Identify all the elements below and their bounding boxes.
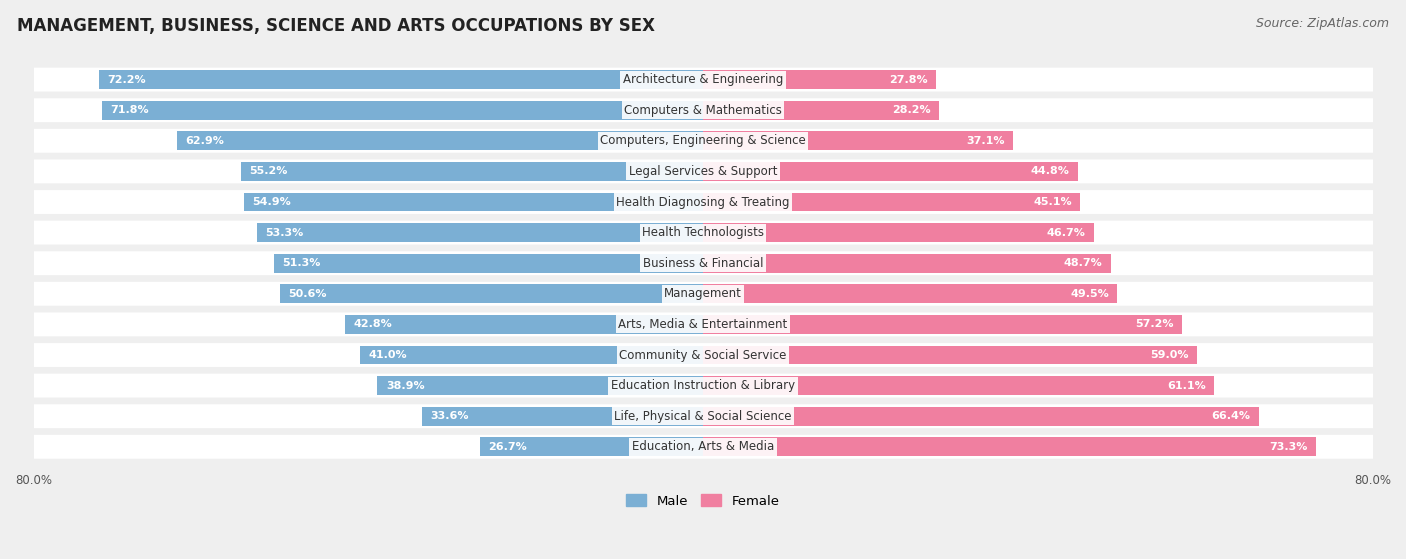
FancyBboxPatch shape bbox=[30, 98, 1376, 122]
Text: 66.4%: 66.4% bbox=[1212, 411, 1250, 421]
Bar bbox=[703, 101, 939, 120]
FancyBboxPatch shape bbox=[30, 68, 1376, 92]
FancyBboxPatch shape bbox=[30, 221, 1376, 244]
Text: 73.3%: 73.3% bbox=[1270, 442, 1308, 452]
Text: Life, Physical & Social Science: Life, Physical & Social Science bbox=[614, 410, 792, 423]
Bar bbox=[703, 345, 1197, 364]
Bar bbox=[103, 101, 703, 120]
FancyBboxPatch shape bbox=[30, 129, 1376, 153]
Bar bbox=[703, 223, 1094, 242]
Text: Health Technologists: Health Technologists bbox=[643, 226, 763, 239]
Text: Computers & Mathematics: Computers & Mathematics bbox=[624, 104, 782, 117]
Text: Computers, Engineering & Science: Computers, Engineering & Science bbox=[600, 134, 806, 148]
Text: 55.2%: 55.2% bbox=[249, 167, 288, 177]
Bar bbox=[703, 376, 1215, 395]
Text: MANAGEMENT, BUSINESS, SCIENCE AND ARTS OCCUPATIONS BY SEX: MANAGEMENT, BUSINESS, SCIENCE AND ARTS O… bbox=[17, 17, 655, 35]
Text: Legal Services & Support: Legal Services & Support bbox=[628, 165, 778, 178]
Bar bbox=[703, 254, 1111, 273]
Bar bbox=[344, 315, 703, 334]
Bar bbox=[360, 345, 703, 364]
Bar bbox=[703, 131, 1014, 150]
Text: 61.1%: 61.1% bbox=[1167, 381, 1206, 391]
Text: 33.6%: 33.6% bbox=[430, 411, 468, 421]
Text: 57.2%: 57.2% bbox=[1135, 319, 1174, 329]
Bar bbox=[274, 254, 703, 273]
Text: Arts, Media & Entertainment: Arts, Media & Entertainment bbox=[619, 318, 787, 331]
Bar bbox=[240, 162, 703, 181]
Text: 26.7%: 26.7% bbox=[488, 442, 527, 452]
Text: Architecture & Engineering: Architecture & Engineering bbox=[623, 73, 783, 86]
Bar bbox=[377, 376, 703, 395]
FancyBboxPatch shape bbox=[30, 404, 1376, 428]
Bar bbox=[703, 407, 1258, 426]
FancyBboxPatch shape bbox=[30, 435, 1376, 459]
Bar bbox=[243, 192, 703, 211]
Text: Education, Arts & Media: Education, Arts & Media bbox=[631, 440, 775, 453]
Bar bbox=[703, 70, 935, 89]
Text: 51.3%: 51.3% bbox=[283, 258, 321, 268]
Text: 44.8%: 44.8% bbox=[1031, 167, 1070, 177]
Text: 46.7%: 46.7% bbox=[1046, 228, 1085, 238]
FancyBboxPatch shape bbox=[30, 282, 1376, 306]
FancyBboxPatch shape bbox=[30, 373, 1376, 397]
Text: 59.0%: 59.0% bbox=[1150, 350, 1188, 360]
Text: 50.6%: 50.6% bbox=[288, 289, 326, 299]
Bar bbox=[177, 131, 703, 150]
Legend: Male, Female: Male, Female bbox=[621, 489, 785, 513]
Bar bbox=[479, 437, 703, 456]
Text: 62.9%: 62.9% bbox=[186, 136, 224, 146]
Text: 27.8%: 27.8% bbox=[889, 74, 928, 84]
Bar bbox=[422, 407, 703, 426]
Text: 71.8%: 71.8% bbox=[111, 105, 149, 115]
Text: 54.9%: 54.9% bbox=[252, 197, 291, 207]
FancyBboxPatch shape bbox=[30, 159, 1376, 183]
Text: Management: Management bbox=[664, 287, 742, 300]
Bar bbox=[280, 285, 703, 304]
Bar bbox=[703, 437, 1316, 456]
FancyBboxPatch shape bbox=[30, 343, 1376, 367]
Bar bbox=[257, 223, 703, 242]
Bar bbox=[703, 285, 1118, 304]
Text: 42.8%: 42.8% bbox=[353, 319, 392, 329]
Text: Community & Social Service: Community & Social Service bbox=[619, 348, 787, 362]
FancyBboxPatch shape bbox=[30, 252, 1376, 275]
Text: 72.2%: 72.2% bbox=[107, 74, 146, 84]
Text: 48.7%: 48.7% bbox=[1063, 258, 1102, 268]
Text: 45.1%: 45.1% bbox=[1033, 197, 1071, 207]
FancyBboxPatch shape bbox=[30, 190, 1376, 214]
Text: Source: ZipAtlas.com: Source: ZipAtlas.com bbox=[1256, 17, 1389, 30]
Text: 28.2%: 28.2% bbox=[891, 105, 931, 115]
Text: 53.3%: 53.3% bbox=[266, 228, 304, 238]
Text: Education Instruction & Library: Education Instruction & Library bbox=[612, 379, 794, 392]
Text: 49.5%: 49.5% bbox=[1070, 289, 1109, 299]
Text: Business & Financial: Business & Financial bbox=[643, 257, 763, 269]
Bar bbox=[98, 70, 703, 89]
FancyBboxPatch shape bbox=[30, 312, 1376, 337]
Bar bbox=[703, 162, 1078, 181]
Text: Health Diagnosing & Treating: Health Diagnosing & Treating bbox=[616, 196, 790, 209]
Text: 41.0%: 41.0% bbox=[368, 350, 406, 360]
Bar bbox=[703, 315, 1181, 334]
Text: 37.1%: 37.1% bbox=[966, 136, 1005, 146]
Bar bbox=[703, 192, 1080, 211]
Text: 38.9%: 38.9% bbox=[385, 381, 425, 391]
